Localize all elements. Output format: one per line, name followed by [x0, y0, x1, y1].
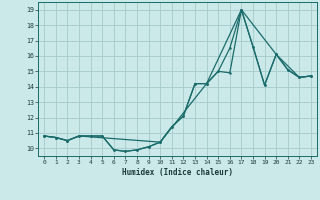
- X-axis label: Humidex (Indice chaleur): Humidex (Indice chaleur): [122, 168, 233, 177]
